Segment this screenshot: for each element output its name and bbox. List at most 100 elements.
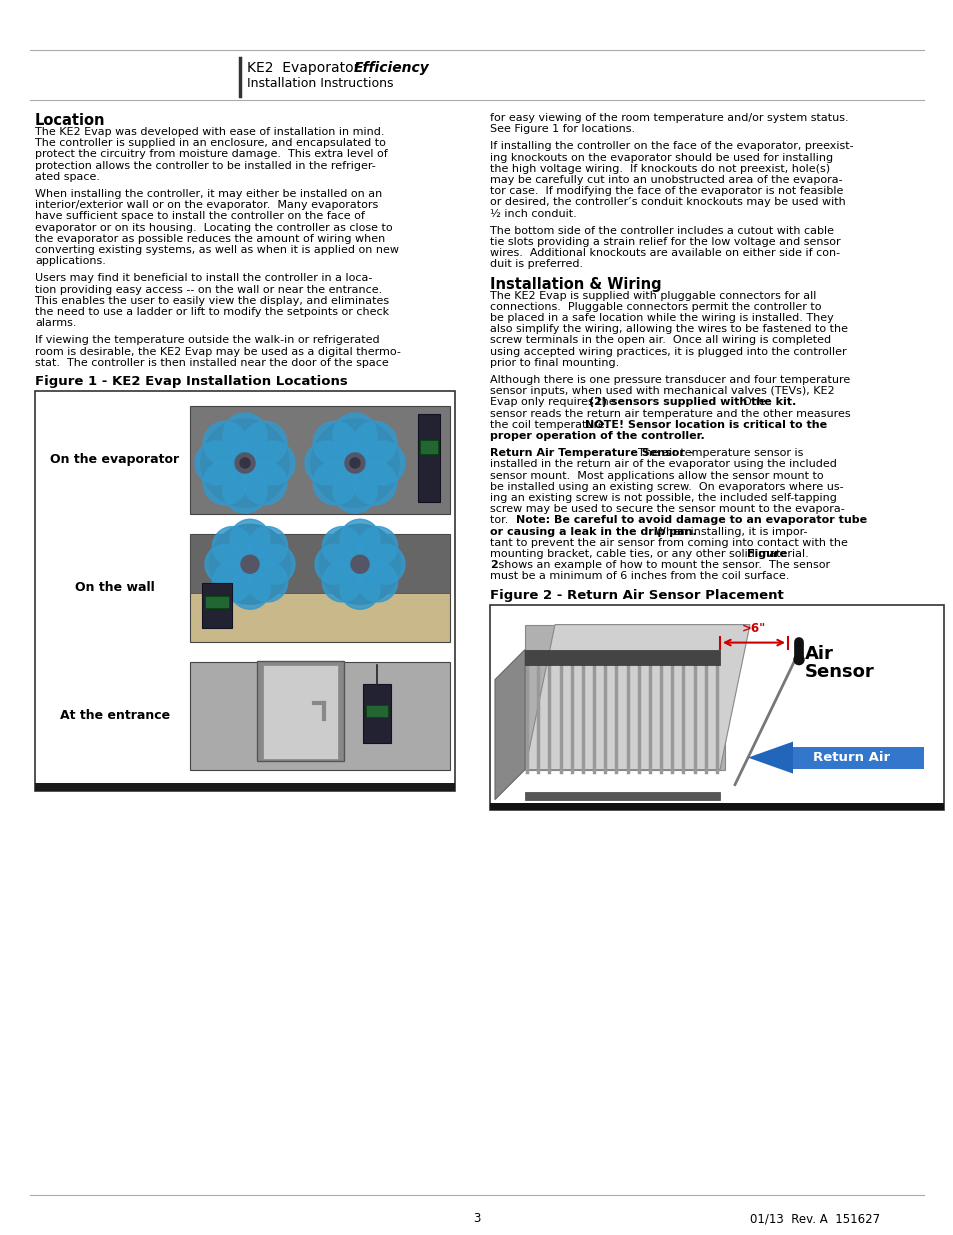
Text: applications.: applications. <box>35 256 106 267</box>
Text: The KE2 Evap was developed with ease of installation in mind.: The KE2 Evap was developed with ease of … <box>35 127 384 137</box>
Text: When installing, it is impor-: When installing, it is impor- <box>647 526 806 536</box>
Text: NOTE! Sensor location is critical to the: NOTE! Sensor location is critical to the <box>584 420 826 430</box>
Text: shows an example of how to mount the sensor.  The sensor: shows an example of how to mount the sen… <box>494 561 829 571</box>
Bar <box>490 803 943 810</box>
Text: The controller is supplied in an enclosure, and encapsulated to: The controller is supplied in an enclosu… <box>35 138 385 148</box>
Circle shape <box>351 556 369 573</box>
Circle shape <box>319 524 399 604</box>
Circle shape <box>201 419 289 508</box>
Text: sensor reads the return air temperature and the other measures: sensor reads the return air temperature … <box>490 409 850 419</box>
Text: tant to prevent the air sensor from coming into contact with the: tant to prevent the air sensor from comi… <box>490 537 847 548</box>
Bar <box>190 662 450 769</box>
Circle shape <box>223 469 267 513</box>
Bar <box>524 792 720 799</box>
Text: duit is preferred.: duit is preferred. <box>490 259 582 269</box>
Circle shape <box>339 569 379 609</box>
Text: 01/13  Rev. A  151627: 01/13 Rev. A 151627 <box>749 1212 879 1225</box>
Text: If installing the controller on the face of the evaporator, preexist-: If installing the controller on the face… <box>490 141 853 152</box>
Circle shape <box>248 526 288 567</box>
Text: KE2  Evaporator: KE2 Evaporator <box>247 61 359 75</box>
Circle shape <box>365 545 405 584</box>
Text: The bottom side of the controller includes a cutout with cable: The bottom side of the controller includ… <box>490 226 833 236</box>
Bar <box>263 664 337 760</box>
Bar <box>366 705 388 716</box>
Text: tie slots providing a strain relief for the low voltage and sensor: tie slots providing a strain relief for … <box>490 237 840 247</box>
Text: be installed using an existing screw.  On evaporators where us-: be installed using an existing screw. On… <box>490 482 842 492</box>
Circle shape <box>230 569 270 609</box>
Text: 2: 2 <box>490 561 497 571</box>
Circle shape <box>203 461 247 505</box>
Text: protection allows the controller to be installed in the refriger-: protection allows the controller to be i… <box>35 161 375 170</box>
Text: be placed in a safe location while the wiring is installed. They: be placed in a safe location while the w… <box>490 312 833 324</box>
Text: Note: Be careful to avoid damage to an evaporator tube: Note: Be careful to avoid damage to an e… <box>516 515 866 525</box>
Circle shape <box>333 469 376 513</box>
Text: or causing a leak in the drip pan.: or causing a leak in the drip pan. <box>490 526 696 536</box>
Text: tor.: tor. <box>490 515 515 525</box>
Circle shape <box>322 526 362 567</box>
Bar <box>524 625 724 769</box>
Text: installed in the return air of the evaporator using the included: installed in the return air of the evapo… <box>490 459 836 469</box>
Text: Users may find it beneficial to install the controller in a loca-: Users may find it beneficial to install … <box>35 273 372 283</box>
Circle shape <box>322 562 362 601</box>
Text: have sufficient space to install the controller on the face of: have sufficient space to install the con… <box>35 211 364 221</box>
Text: proper operation of the controller.: proper operation of the controller. <box>490 431 704 441</box>
Circle shape <box>357 562 397 601</box>
Text: ½ inch conduit.: ½ inch conduit. <box>490 209 577 219</box>
Circle shape <box>213 562 252 601</box>
Text: screw terminals in the open air.  Once all wiring is completed: screw terminals in the open air. Once al… <box>490 336 830 346</box>
Text: See Figure 1 for locations.: See Figure 1 for locations. <box>490 125 635 135</box>
Circle shape <box>353 421 396 466</box>
Circle shape <box>241 556 258 573</box>
Circle shape <box>350 458 359 468</box>
Circle shape <box>314 545 355 584</box>
Bar <box>190 534 450 593</box>
Circle shape <box>248 562 288 601</box>
Circle shape <box>353 461 396 505</box>
Text: Figure 1 - KE2 Evap Installation Locations: Figure 1 - KE2 Evap Installation Locatio… <box>35 375 348 388</box>
Text: On the wall: On the wall <box>75 582 154 594</box>
Text: sensor inputs, when used with mechanical valves (TEVs), KE2: sensor inputs, when used with mechanical… <box>490 387 834 396</box>
Text: converting existing systems, as well as when it is applied on new: converting existing systems, as well as … <box>35 245 398 254</box>
Circle shape <box>205 545 245 584</box>
Circle shape <box>243 461 287 505</box>
Text: sensor mount.  Most applications allow the sensor mount to: sensor mount. Most applications allow th… <box>490 471 822 480</box>
Text: may be carefully cut into an unobstructed area of the evapora-: may be carefully cut into an unobstructe… <box>490 175 841 185</box>
Text: ing knockouts on the evaporator should be used for installing: ing knockouts on the evaporator should b… <box>490 153 832 163</box>
Text: 3: 3 <box>473 1212 480 1225</box>
Text: Figure 2 - Return Air Sensor Placement: Figure 2 - Return Air Sensor Placement <box>490 589 783 601</box>
Circle shape <box>313 461 356 505</box>
Text: room is desirable, the KE2 Evap may be used as a digital thermo-: room is desirable, the KE2 Evap may be u… <box>35 347 400 357</box>
Bar <box>256 661 344 761</box>
Text: the coil temperature.: the coil temperature. <box>490 420 611 430</box>
Circle shape <box>793 655 803 664</box>
Text: If viewing the temperature outside the walk-in or refrigerated: If viewing the temperature outside the w… <box>35 336 379 346</box>
Bar <box>202 583 232 629</box>
Text: Return Air: Return Air <box>812 751 889 764</box>
Text: mounting bracket, cable ties, or any other solid material.: mounting bracket, cable ties, or any oth… <box>490 550 815 559</box>
Text: using accepted wiring practices, it is plugged into the controller: using accepted wiring practices, it is p… <box>490 347 845 357</box>
Text: must be a minimum of 6 inches from the coil surface.: must be a minimum of 6 inches from the c… <box>490 572 788 582</box>
Circle shape <box>240 458 250 468</box>
Text: Return Air Temperature Sensor -: Return Air Temperature Sensor - <box>490 448 697 458</box>
Text: alarms.: alarms. <box>35 319 76 329</box>
Circle shape <box>230 519 270 559</box>
Text: Installation & Wiring: Installation & Wiring <box>490 277 661 291</box>
Polygon shape <box>495 650 524 799</box>
Text: screw may be used to secure the sensor mount to the evapora-: screw may be used to secure the sensor m… <box>490 504 843 514</box>
Bar <box>190 406 450 514</box>
Bar <box>417 414 439 501</box>
Circle shape <box>333 412 376 457</box>
Circle shape <box>357 526 397 567</box>
Text: When installing the controller, it may either be installed on an: When installing the controller, it may e… <box>35 189 382 199</box>
Text: Although there is one pressure transducer and four temperature: Although there is one pressure transduce… <box>490 375 849 385</box>
Bar <box>205 597 229 608</box>
Text: Sensor: Sensor <box>804 663 874 680</box>
Text: The air temperature sensor is: The air temperature sensor is <box>638 448 803 458</box>
Bar <box>35 391 455 790</box>
Text: the need to use a ladder or lift to modify the setpoints or check: the need to use a ladder or lift to modi… <box>35 308 389 317</box>
Circle shape <box>223 412 267 457</box>
Text: On the evaporator: On the evaporator <box>51 453 179 467</box>
Text: Evap only requires the: Evap only requires the <box>490 398 618 408</box>
Text: stat.  The controller is then installed near the door of the space: stat. The controller is then installed n… <box>35 358 388 368</box>
Circle shape <box>339 519 379 559</box>
